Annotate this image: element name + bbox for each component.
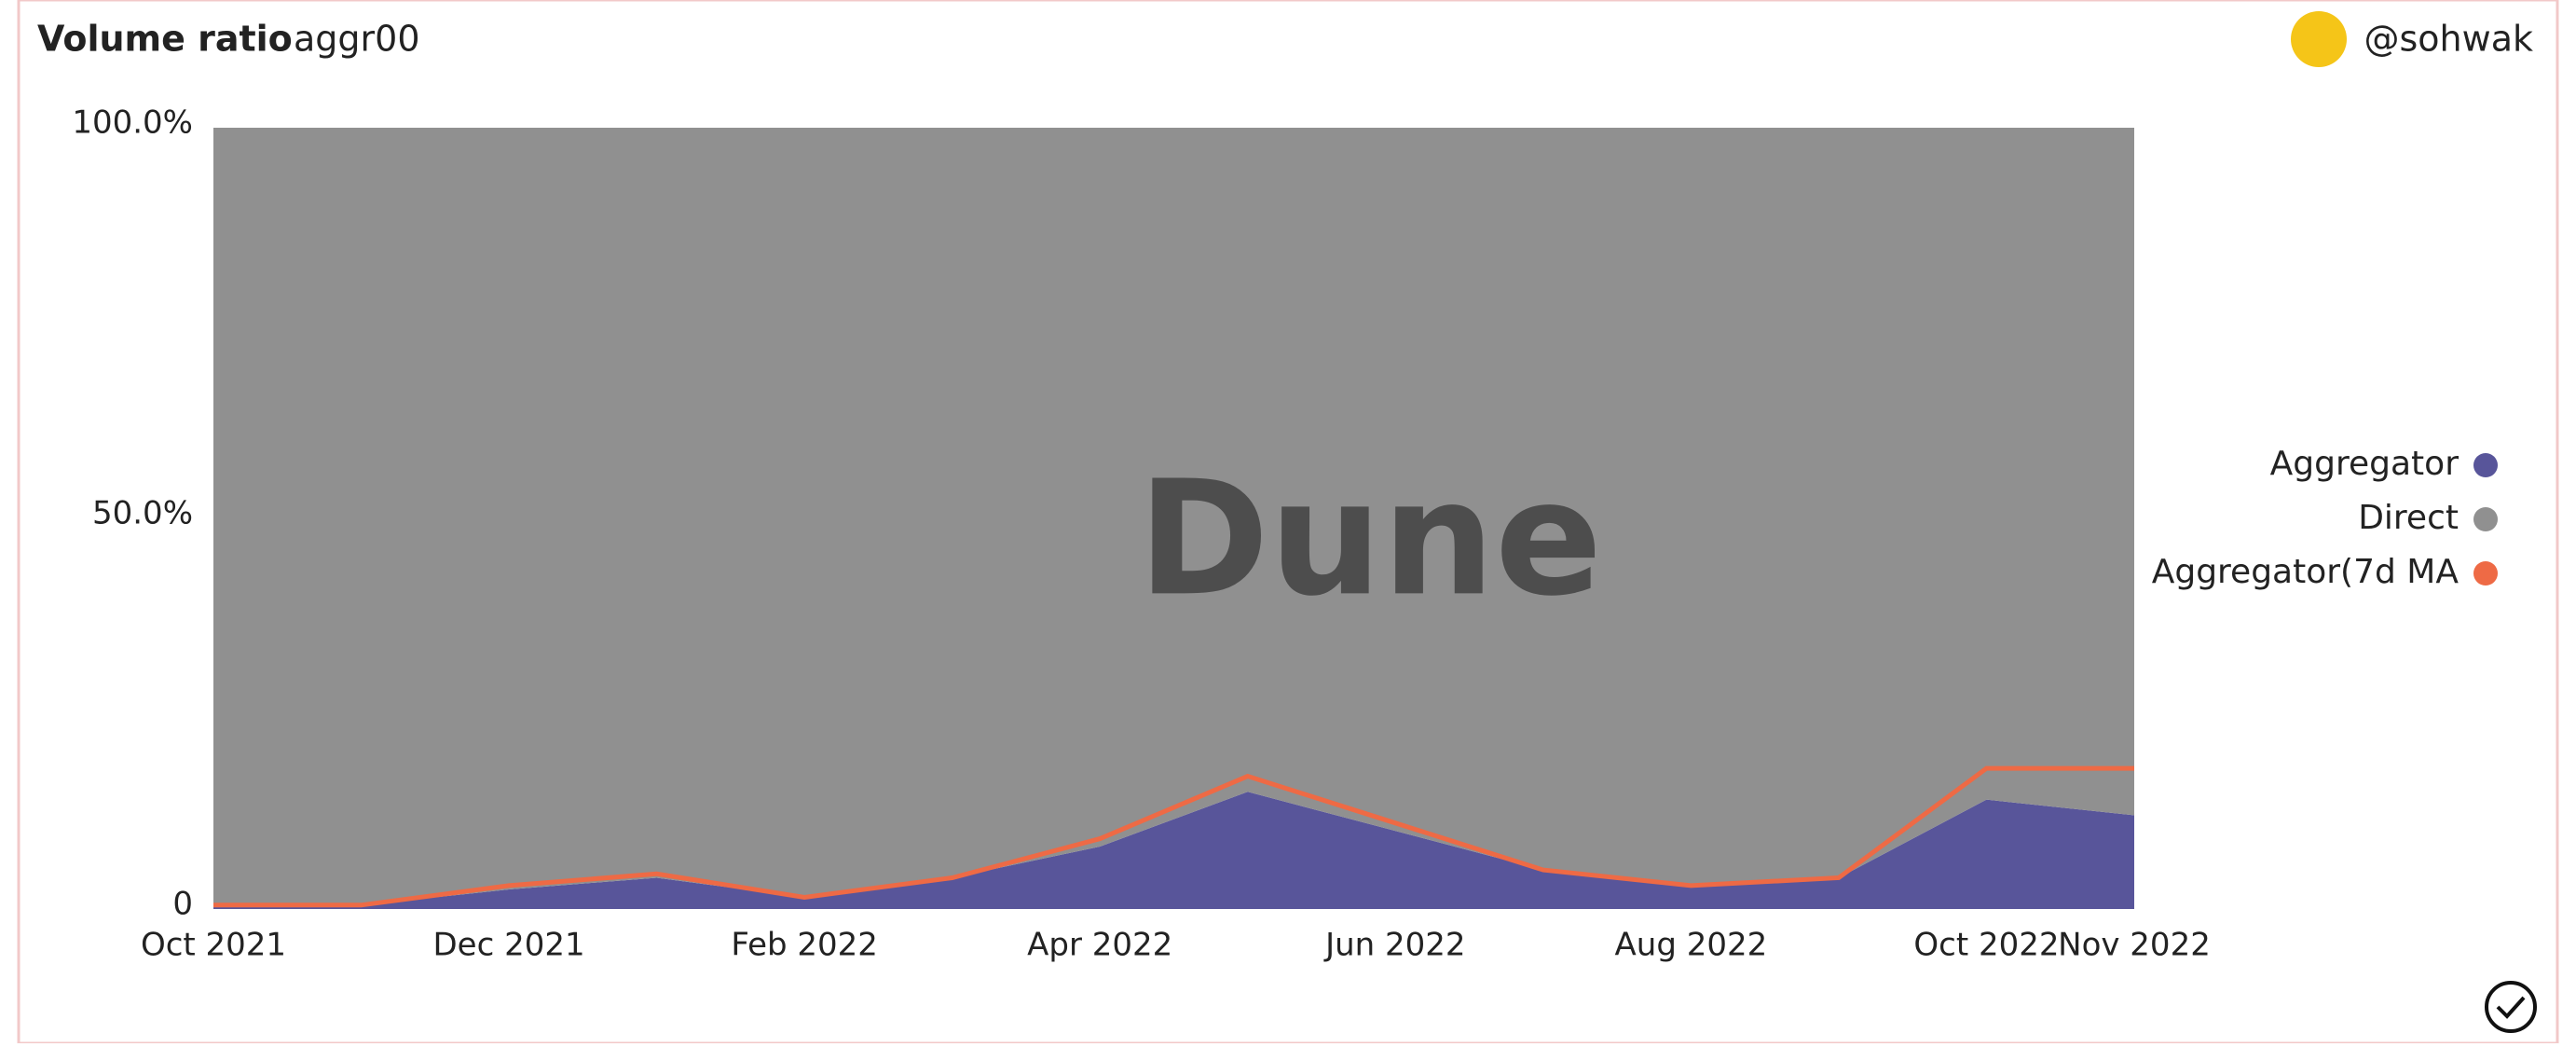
legend-swatch [2473,453,2498,477]
x-tick-label: Nov 2022 [2058,927,2211,964]
legend-label: Aggregator [2270,445,2460,483]
x-tick-label: Feb 2022 [731,927,878,964]
status-icon [2485,981,2537,1033]
avatar[interactable] [2291,11,2347,67]
x-tick-label: Dec 2021 [433,927,585,964]
x-tick-label: Apr 2022 [1027,927,1172,964]
watermark: Dune [1138,447,1602,631]
legend-label: Direct [2358,499,2459,537]
x-tick-label: Aug 2022 [1615,927,1768,964]
legend-label: Aggregator(7d MA [2152,553,2460,591]
y-tick-label: 100.0% [72,104,193,142]
x-tick-label: Oct 2021 [141,927,286,964]
x-tick-label: Jun 2022 [1323,927,1465,964]
username[interactable]: @sohwak [2364,19,2533,60]
ma-line [213,765,2134,908]
chart: Dune 0 50.0% 100.0% Oct 2021 Dec 2021 Feb 2022… [72,104,2498,964]
query-name: aggr00 [294,19,420,60]
area [213,792,2134,909]
y-tick-label: 0 [172,886,193,923]
legend-swatch [2473,507,2498,531]
legend-swatch [2473,561,2498,585]
check [2496,996,2526,1019]
area [213,128,2134,907]
x-tick-label: Oct 2022 [1913,927,2059,964]
panel-title: Volume ratio [37,19,293,60]
y-tick-label: 50.0% [92,495,193,532]
